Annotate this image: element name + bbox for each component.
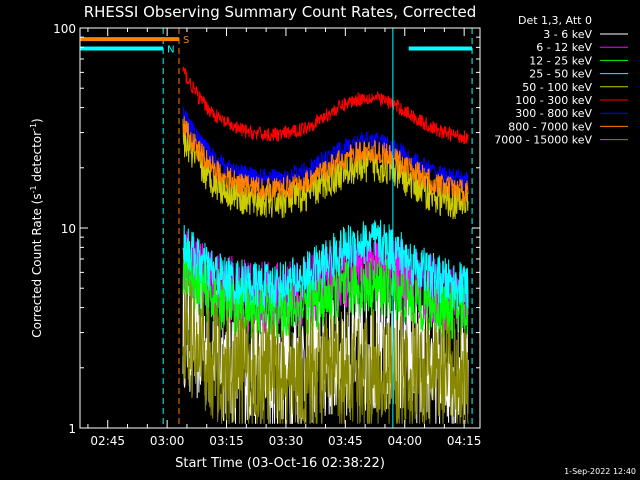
x-tick-label-0: 02:45 — [90, 434, 125, 448]
legend-label-6: 300 - 800 keV — [515, 107, 592, 120]
y-axis-label: Corrected Count Rate (s-1 detector-1) — [29, 118, 44, 337]
series-line-7 — [182, 116, 469, 204]
plot-area: SN 02:45 03:00 03:15 03:30 03:45 04:00 04:15 1 10… — [53, 22, 481, 448]
series-line-8 — [182, 279, 469, 425]
x-tick-label-4: 03:45 — [328, 434, 363, 448]
legend-label-0: 3 - 6 keV — [543, 28, 592, 41]
legend-label-1: 6 - 12 keV — [536, 41, 592, 54]
chart-title: RHESSI Observing Summary Count Rates, Co… — [84, 3, 477, 21]
y-tick-label-0: 1 — [68, 422, 76, 436]
legend-label-7: 800 - 7000 keV — [508, 120, 592, 133]
legend-label-4: 50 - 100 keV — [522, 81, 592, 94]
x-tick-label-5: 04:00 — [387, 434, 422, 448]
flag-label-1: N — [167, 44, 174, 55]
x-tick-label-2: 03:15 — [209, 434, 244, 448]
x-tick-label-1: 03:00 — [150, 434, 185, 448]
series-line-3 — [182, 219, 469, 309]
legend-label-3: 25 - 50 keV — [529, 68, 592, 81]
legend-label-5: 100 - 300 keV — [515, 94, 592, 107]
footer-date: 1-Sep-2022 12:40 — [564, 467, 636, 476]
series-line-5 — [182, 66, 469, 145]
flag-label-0: S — [183, 35, 189, 46]
legend-label-2: 12 - 25 keV — [529, 54, 592, 67]
legend-label-8: 7000 - 15000 keV — [494, 134, 592, 147]
x-axis-label: Start Time (03-Oct-16 02:38:22) — [175, 456, 385, 471]
x-tick-label-6: 04:15 — [447, 434, 482, 448]
y-tick-label-2: 100 — [53, 22, 76, 36]
y-tick-label-1: 10 — [61, 222, 76, 236]
legend-title: Det 1,3, Att 0 — [518, 14, 592, 27]
x-tick-label-3: 03:30 — [269, 434, 304, 448]
series-line-2 — [182, 241, 469, 340]
series-line-4 — [182, 118, 469, 220]
